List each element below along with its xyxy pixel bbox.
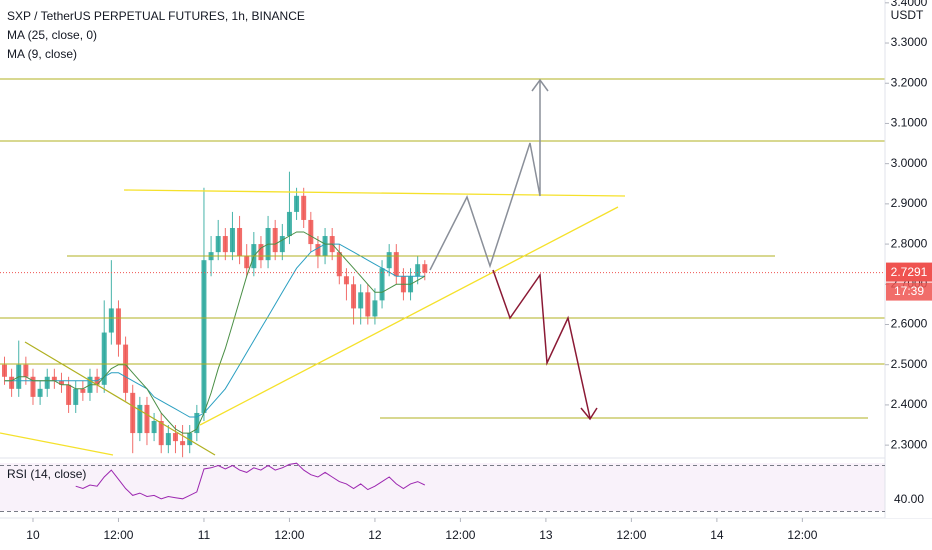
x-tick-label: 12:00 bbox=[787, 528, 817, 542]
countdown-box bbox=[886, 282, 932, 301]
drawings bbox=[0, 78, 885, 456]
candle-body bbox=[80, 388, 86, 393]
trend-line bbox=[0, 432, 114, 456]
candle-body bbox=[58, 380, 64, 385]
rsi-tick-label: 40.00 bbox=[894, 492, 924, 506]
candle-body bbox=[1, 364, 7, 377]
candle-body bbox=[365, 292, 371, 317]
trend-line bbox=[24, 341, 216, 456]
candle-body bbox=[66, 384, 72, 405]
candle-body bbox=[258, 244, 264, 261]
candle-body bbox=[123, 344, 129, 393]
moving-average-line bbox=[4, 243, 425, 418]
rsi-band bbox=[0, 463, 885, 511]
candle-body bbox=[237, 227, 243, 257]
x-tick-label: 10 bbox=[26, 528, 40, 542]
chart-title: SXP / TetherUS PERPETUAL FUTURES, 1h, BI… bbox=[7, 9, 305, 23]
y-tick-label: 3.1000 bbox=[891, 116, 928, 130]
last-price-label: 2.7291 bbox=[891, 265, 928, 279]
candle-body bbox=[144, 404, 150, 434]
candle-body bbox=[37, 388, 43, 397]
candle-body bbox=[229, 227, 235, 253]
candle-body bbox=[158, 421, 164, 446]
candle-body bbox=[272, 227, 278, 253]
candle-body bbox=[279, 236, 285, 253]
y-tick-label: 3.0000 bbox=[891, 156, 928, 170]
candle-body bbox=[23, 364, 29, 377]
moving-average-line bbox=[4, 231, 426, 434]
y-tick-label: 3.4000 bbox=[891, 0, 928, 9]
x-tick-label: 12:00 bbox=[103, 528, 133, 542]
countdown-label: 17:39 bbox=[894, 284, 924, 298]
candle-body bbox=[137, 404, 143, 434]
candle-body bbox=[151, 421, 157, 434]
candle-body bbox=[201, 260, 207, 413]
candle-body bbox=[393, 252, 399, 277]
candle-body bbox=[222, 236, 228, 253]
trend-line bbox=[199, 206, 619, 426]
candle-body bbox=[244, 256, 250, 269]
y-tick-label: 2.5000 bbox=[891, 357, 928, 371]
candle-body bbox=[172, 433, 178, 442]
x-tick-label: 13 bbox=[539, 528, 553, 542]
trend-line bbox=[123, 189, 626, 197]
x-tick-label: 12:00 bbox=[274, 528, 304, 542]
candle-body bbox=[130, 392, 136, 434]
currency-label: USDT bbox=[891, 8, 924, 22]
projection-up bbox=[429, 80, 541, 271]
y-tick-label: 2.6000 bbox=[891, 317, 928, 331]
candle-body bbox=[9, 376, 15, 389]
legend-entry: MA (25, close, 0) bbox=[7, 28, 97, 42]
y-tick-label: 3.2000 bbox=[891, 75, 928, 89]
y-tick-label: 2.8000 bbox=[891, 236, 928, 250]
arrow-head bbox=[580, 407, 598, 421]
y-tick-label: 3.3000 bbox=[891, 35, 928, 49]
candle-body bbox=[165, 433, 171, 446]
candle-body bbox=[294, 195, 300, 212]
last-price-box bbox=[886, 262, 932, 282]
legend-entry: MA (9, close) bbox=[7, 47, 77, 61]
candle-body bbox=[386, 252, 392, 269]
candle-body bbox=[286, 211, 292, 237]
price-axis bbox=[885, 0, 932, 518]
candle-body bbox=[422, 264, 428, 273]
y-tick-label: 2.4000 bbox=[891, 397, 928, 411]
candle-body bbox=[301, 195, 307, 220]
x-tick-label: 11 bbox=[198, 528, 211, 542]
candle-body bbox=[44, 376, 50, 389]
candle-body bbox=[308, 219, 314, 245]
candle-body bbox=[415, 264, 421, 277]
candle-body bbox=[108, 308, 114, 333]
candle-body bbox=[51, 376, 57, 381]
arrow-head bbox=[531, 78, 549, 92]
candle-body bbox=[215, 236, 221, 253]
candle-body bbox=[101, 332, 107, 385]
rsi-title: RSI (14, close) bbox=[7, 467, 86, 481]
y-tick-label: 2.3000 bbox=[891, 437, 928, 451]
candle-body bbox=[315, 244, 321, 257]
candle-body bbox=[358, 292, 364, 309]
candle-body bbox=[115, 308, 121, 345]
candle-body bbox=[180, 441, 186, 446]
x-tick-label: 14 bbox=[710, 528, 724, 542]
x-tick-label: 12:00 bbox=[616, 528, 646, 542]
candle-body bbox=[379, 268, 385, 301]
x-tick-label: 12:00 bbox=[445, 528, 475, 542]
candle-body bbox=[351, 284, 357, 309]
candle-body bbox=[322, 236, 328, 257]
x-tick-label: 12 bbox=[368, 528, 382, 542]
candle-body bbox=[30, 376, 36, 397]
candle-body bbox=[194, 412, 200, 434]
candle-body bbox=[187, 433, 193, 446]
y-tick-label: 2.9000 bbox=[891, 196, 928, 210]
candle-body bbox=[343, 276, 349, 285]
candle-body bbox=[336, 252, 342, 277]
candle-layer bbox=[1, 171, 428, 458]
projection-down bbox=[492, 269, 591, 419]
candle-body bbox=[73, 388, 79, 405]
rsi-line bbox=[75, 462, 426, 500]
candle-body bbox=[372, 300, 378, 317]
